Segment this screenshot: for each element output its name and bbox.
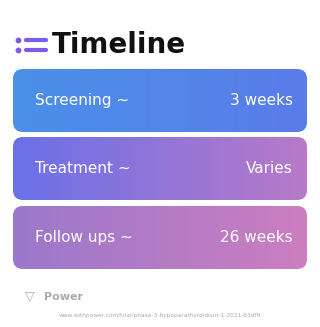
Text: Power: Power bbox=[44, 292, 83, 302]
Text: Varies: Varies bbox=[246, 161, 293, 176]
Text: Follow ups ~: Follow ups ~ bbox=[35, 230, 133, 245]
FancyBboxPatch shape bbox=[13, 137, 307, 200]
Text: 26 weeks: 26 weeks bbox=[220, 230, 293, 245]
Text: Timeline: Timeline bbox=[52, 31, 186, 59]
Text: Treatment ~: Treatment ~ bbox=[35, 161, 131, 176]
FancyBboxPatch shape bbox=[13, 206, 307, 269]
Text: ▽: ▽ bbox=[25, 290, 35, 303]
Text: Screening ~: Screening ~ bbox=[35, 93, 129, 108]
FancyBboxPatch shape bbox=[13, 69, 307, 132]
Text: www.withpower.com/trial/phase-3-hypoparathyroidism-1-2021-63df9: www.withpower.com/trial/phase-3-hypopara… bbox=[59, 314, 261, 318]
Text: 3 weeks: 3 weeks bbox=[230, 93, 293, 108]
